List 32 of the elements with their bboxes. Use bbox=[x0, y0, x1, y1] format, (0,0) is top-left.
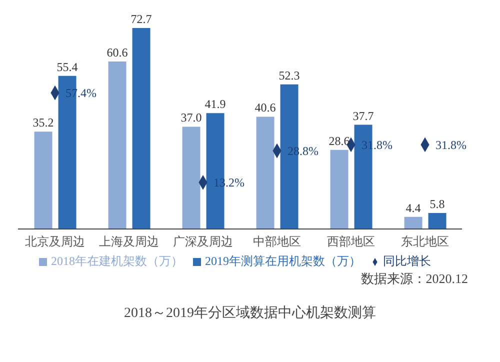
data-label: 28.6 bbox=[328, 134, 350, 148]
bar bbox=[404, 216, 422, 229]
bar bbox=[108, 61, 126, 229]
data-label: 40.6 bbox=[254, 100, 276, 115]
x-tick-label: 中部地区 bbox=[253, 234, 301, 249]
x-tick-label: 上海及周边 bbox=[99, 234, 159, 249]
x-tick-label: 北京及周边 bbox=[25, 234, 85, 249]
data-label: 60.6 bbox=[106, 45, 128, 60]
x-tick-label: 西部地区 bbox=[327, 234, 375, 249]
data-label: 41.9 bbox=[204, 97, 226, 112]
data-label: 52.3 bbox=[278, 68, 300, 82]
source-note: 数据来源：2020.12 bbox=[360, 270, 469, 288]
data-label: 37.0 bbox=[180, 110, 202, 125]
data-label: 55.4 bbox=[56, 60, 78, 74]
bar bbox=[132, 28, 150, 229]
data-label: 31.8% bbox=[436, 138, 467, 152]
data-label: 37.7 bbox=[352, 108, 374, 123]
text: 2018～2019年分区域数据中心机架数测算 bbox=[123, 304, 377, 322]
legend-label: 2019年测算在用机架数（万） bbox=[205, 254, 361, 268]
data-label: 5.8 bbox=[430, 196, 445, 211]
data-label: 35.2 bbox=[32, 116, 54, 130]
bar bbox=[428, 212, 446, 229]
data-label: 72.7 bbox=[130, 12, 152, 26]
bar bbox=[256, 116, 274, 229]
x-tick-label: 东北地区 bbox=[401, 234, 449, 249]
bar bbox=[34, 132, 52, 229]
x-tick-label: 广深及周边 bbox=[173, 234, 233, 249]
bar bbox=[182, 126, 200, 229]
bar bbox=[330, 150, 348, 229]
legend-label: 2018年在建机架数（万） bbox=[51, 254, 183, 268]
data-label: 4.4 bbox=[406, 200, 421, 215]
legend-label: 同比增长 bbox=[383, 254, 431, 268]
